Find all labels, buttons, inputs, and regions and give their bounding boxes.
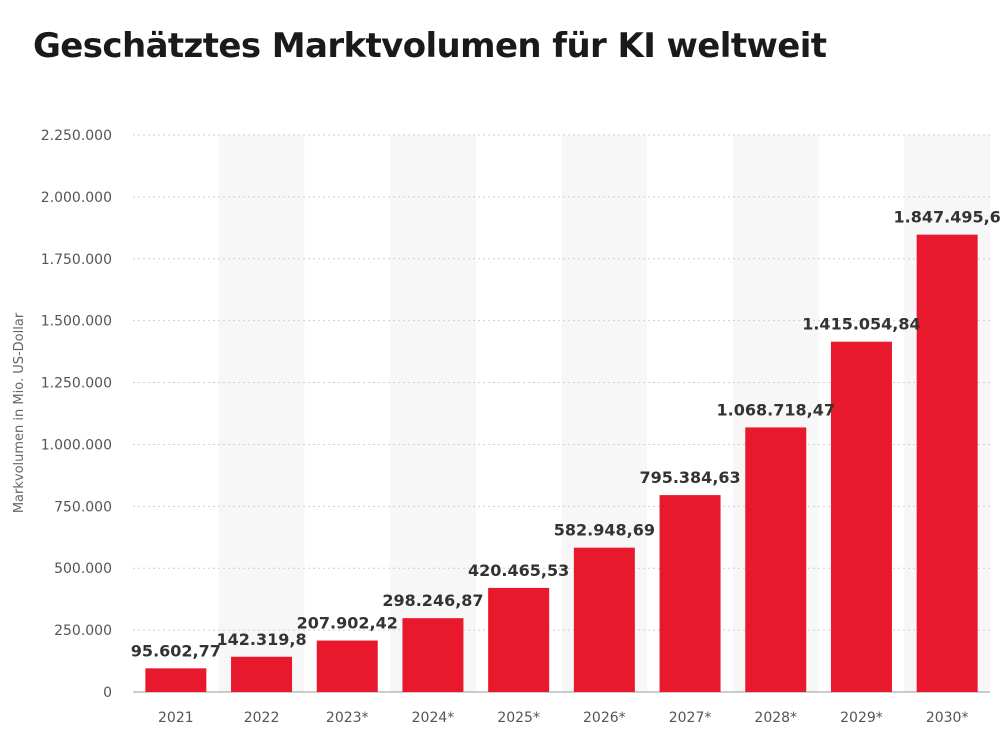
bar-2026* bbox=[573, 547, 635, 692]
data-label: 95.602,77 bbox=[131, 641, 221, 660]
x-tick-label: 2024* bbox=[412, 710, 455, 726]
x-tick-label: 2022 bbox=[244, 710, 280, 726]
data-label: 207.902,42 bbox=[297, 614, 398, 633]
y-tick-label: 1.750.000 bbox=[41, 252, 112, 268]
x-tick-label: 2028* bbox=[754, 710, 797, 726]
y-tick-label: 250.000 bbox=[54, 623, 112, 639]
x-tick-label: 2025* bbox=[497, 710, 540, 726]
y-tick-label: 1.500.000 bbox=[41, 314, 112, 330]
y-tick-label: 1.000.000 bbox=[41, 437, 112, 453]
bar-2022 bbox=[231, 656, 293, 692]
y-tick-label: 750.000 bbox=[54, 499, 112, 515]
bar-2028* bbox=[745, 427, 807, 692]
y-tick-label: 500.000 bbox=[54, 561, 112, 577]
y-tick-label: 2.250.000 bbox=[41, 128, 112, 144]
x-tick-label: 2026* bbox=[583, 710, 626, 726]
y-axis-ticks: 0 250.000 500.000 750.000 1.000.000 1.250.000… bbox=[41, 128, 112, 701]
bar-2029* bbox=[830, 341, 892, 692]
column-band-3 bbox=[390, 135, 476, 692]
y-axis-label: Markvolumen in Mio. US-Dollar bbox=[12, 312, 27, 513]
data-label: 298.246,87 bbox=[382, 591, 483, 610]
x-tick-label: 2027* bbox=[669, 710, 712, 726]
column-band-1 bbox=[218, 135, 305, 692]
bar-2021 bbox=[145, 668, 207, 692]
data-label: 1.847.495,6 bbox=[894, 208, 1000, 227]
data-label: 582.948,69 bbox=[554, 521, 655, 540]
data-label: 795.384,63 bbox=[639, 468, 740, 487]
x-tick-label: 2029* bbox=[840, 710, 883, 726]
data-label: 420.465,53 bbox=[468, 561, 569, 580]
bar-2023* bbox=[316, 640, 378, 692]
x-axis-ticks: 2021 2022 2023* 2024* 2025* 2026* 2027* 2028* 20… bbox=[158, 710, 968, 726]
data-label: 1.415.054,84 bbox=[802, 315, 920, 334]
bar-2030* bbox=[916, 234, 978, 692]
y-tick-label: 1.250.000 bbox=[41, 376, 112, 392]
bars bbox=[145, 234, 978, 692]
data-label: 1.068.718,47 bbox=[717, 400, 835, 419]
x-tick-label: 2021 bbox=[158, 710, 194, 726]
x-tick-label: 2023* bbox=[326, 710, 369, 726]
bar-2024* bbox=[402, 618, 464, 692]
x-tick-label: 2030* bbox=[926, 710, 969, 726]
data-label: 142.319,8 bbox=[217, 630, 307, 649]
y-tick-label: 0 bbox=[103, 685, 112, 701]
bar-2025* bbox=[488, 587, 550, 692]
bar-2027* bbox=[659, 495, 721, 692]
y-tick-label: 2.000.000 bbox=[41, 190, 112, 206]
chart-title: Geschätztes Marktvolumen für KI weltweit bbox=[33, 26, 827, 66]
